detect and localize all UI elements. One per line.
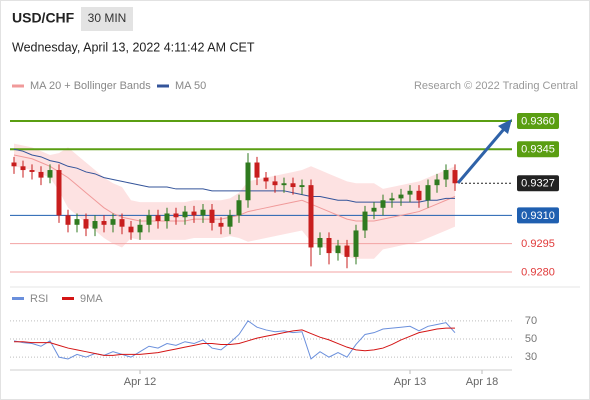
candle-body — [290, 183, 296, 188]
level-label: 0.9280 — [521, 266, 555, 278]
legend-label: 9MA — [80, 293, 103, 305]
candle-body — [110, 219, 116, 225]
y-tick-label: 30 — [525, 351, 537, 363]
candle-body — [173, 213, 179, 218]
source: Research © 2022 Trading Central — [414, 80, 578, 92]
candle-body — [218, 222, 224, 227]
candle-body — [299, 185, 305, 188]
x-tick-label: Apr 12 — [124, 376, 156, 388]
candle-body — [353, 230, 359, 257]
candle-body — [38, 171, 44, 178]
candle-body — [83, 219, 89, 229]
indicator-line — [13, 320, 456, 360]
candle-body — [47, 170, 53, 178]
candle-body — [326, 238, 332, 254]
candle-body — [263, 177, 269, 182]
candle-body — [416, 190, 422, 201]
legend-swatch — [62, 297, 74, 300]
candle-body — [56, 170, 62, 216]
candle-body — [164, 213, 170, 222]
level-badge — [517, 141, 559, 158]
candle-body — [344, 245, 350, 257]
level-label: 0.9327 — [521, 178, 555, 190]
timeframe: 30 MIN — [88, 11, 127, 25]
candle-body — [20, 166, 26, 171]
candle-body — [146, 215, 152, 225]
candle-body — [452, 170, 458, 184]
legend-swatch — [12, 297, 24, 300]
candle-body — [200, 209, 206, 216]
y-tick-label: 50 — [525, 333, 537, 345]
legend-label: MA 20 + Bollinger Bands — [30, 80, 151, 92]
candle-body — [398, 194, 404, 199]
candle-body — [101, 221, 107, 225]
candle-body — [272, 181, 278, 186]
arrow-shaft — [456, 128, 506, 184]
level-label: 0.9345 — [521, 144, 555, 156]
candle-body — [128, 226, 134, 233]
candle-body — [335, 245, 341, 254]
candle-body — [29, 170, 35, 172]
candle-body — [65, 215, 71, 225]
candle-body — [308, 185, 314, 248]
candle-body — [254, 162, 260, 178]
plot: MA 20 + Bollinger Bands MA 50 0.9360 0.9345… — [10, 80, 559, 388]
candle-body — [371, 207, 377, 212]
y-tick-label: 70 — [525, 315, 537, 327]
chart-title: USD/CHF — [12, 10, 75, 26]
candle-body — [137, 224, 143, 233]
candle-body — [155, 215, 161, 222]
candle-body — [92, 221, 98, 229]
level-badge — [517, 175, 559, 192]
candle-body — [362, 211, 368, 231]
legend-label: MA 50 — [175, 80, 206, 92]
candle-body — [11, 162, 17, 167]
level-label: 0.9310 — [521, 210, 555, 222]
candle-body — [380, 200, 386, 208]
timeframe-badge — [81, 7, 133, 31]
candle-body — [182, 211, 188, 218]
candle-body — [317, 238, 323, 248]
level-label: 0.9360 — [521, 115, 555, 127]
x-tick-label: Apr 13 — [394, 376, 426, 388]
arrow-head — [498, 119, 512, 134]
forecast-arrow — [456, 119, 512, 184]
level-badge — [517, 207, 559, 224]
candle-body — [425, 185, 431, 201]
candle-body — [407, 190, 413, 195]
candle-body — [434, 179, 440, 186]
bollinger-band — [14, 143, 455, 259]
legend-swatch — [157, 84, 169, 88]
x-tick-label: Apr 18 — [466, 376, 498, 388]
level-badge — [517, 112, 559, 129]
legend-swatch — [12, 84, 24, 88]
level-label: 0.9295 — [521, 238, 555, 250]
candle-body — [443, 170, 449, 180]
candle-body — [119, 219, 125, 227]
indicator-line — [14, 327, 455, 356]
candle-body — [227, 215, 233, 227]
candle-body — [389, 198, 395, 201]
legend-label: RSI — [30, 293, 48, 305]
moving-average — [13, 154, 456, 222]
candle-body — [245, 162, 251, 201]
candle-body — [209, 209, 215, 223]
candle-body — [74, 219, 80, 225]
candle-body — [236, 200, 242, 216]
candle-body — [281, 183, 287, 186]
subtitle: Wednesday, April 13, 2022 4:11:42 AM CET — [12, 40, 255, 54]
candle-body — [191, 211, 197, 216]
